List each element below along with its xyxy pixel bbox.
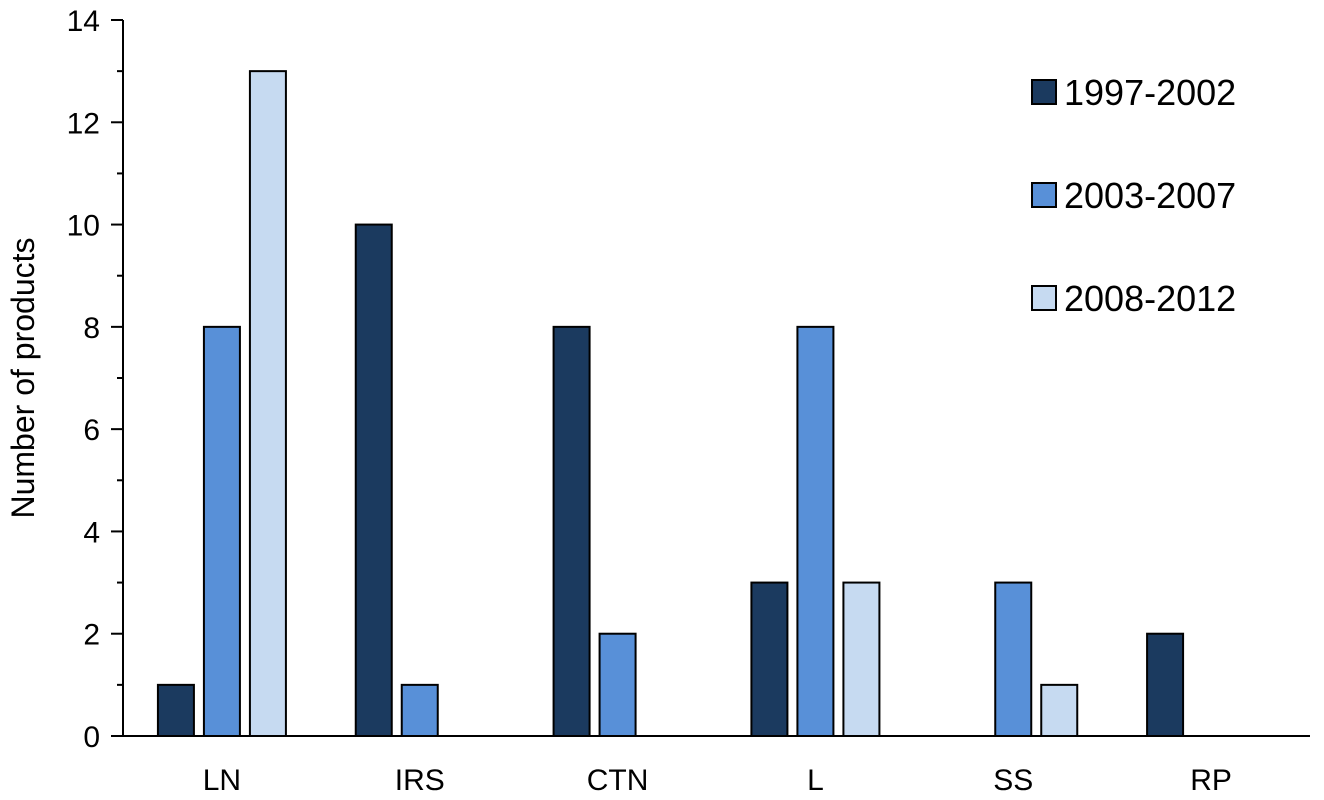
x-tick-label-ln: LN	[203, 764, 241, 797]
legend: 1997-2002 2003-2007 2008-2012	[1031, 72, 1236, 319]
bar-ln-2003-2007	[202, 325, 241, 737]
y-tick-label: 4	[83, 516, 100, 549]
y-tick-label: 10	[67, 210, 100, 243]
bar-irs-2003-2007	[400, 683, 439, 737]
y-tick-label: 0	[83, 721, 100, 754]
y-tick-label: 6	[83, 414, 100, 447]
x-tick-label-ctn: CTN	[587, 764, 649, 797]
bar-l-2008-2012	[842, 581, 881, 737]
bar-l-2003-2007	[796, 325, 835, 737]
y-tick-label: 2	[83, 619, 100, 652]
bars-group	[156, 70, 1185, 738]
x-tick-label-irs: IRS	[395, 764, 445, 797]
legend-swatch-1997-2002	[1031, 79, 1057, 105]
bar-rp-1997-2002	[1146, 632, 1185, 738]
bar-ss-2003-2007	[994, 581, 1033, 737]
bar-ss-2008-2012	[1040, 683, 1079, 737]
legend-swatch-2003-2007	[1031, 182, 1057, 208]
bar-ctn-2003-2007	[598, 632, 637, 738]
bar-irs-1997-2002	[354, 223, 393, 737]
bar-l-1997-2002	[750, 581, 789, 737]
y-axis-title: Number of products	[5, 237, 41, 518]
legend-label-2008-2012: 2008-2012	[1064, 278, 1236, 319]
x-tick-label-ss: SS	[993, 764, 1033, 797]
legend-swatch-2008-2012	[1031, 285, 1057, 311]
legend-label-2003-2007: 2003-2007	[1064, 175, 1236, 216]
bar-ctn-1997-2002	[552, 325, 591, 737]
y-tick-label: 8	[83, 312, 100, 345]
y-tick-label: 14	[67, 5, 100, 38]
legend-label-1997-2002: 1997-2002	[1064, 72, 1236, 113]
bar-ln-1997-2002	[156, 683, 195, 737]
x-tick-label-rp: RP	[1190, 764, 1232, 797]
axes-group: 0 2 4 6 8 10 12 14 LN IRS CTN L SS RP	[67, 5, 1310, 797]
y-tick-label: 12	[67, 107, 100, 140]
bar-ln-2008-2012	[248, 70, 287, 737]
x-tick-label-l: L	[807, 764, 824, 797]
